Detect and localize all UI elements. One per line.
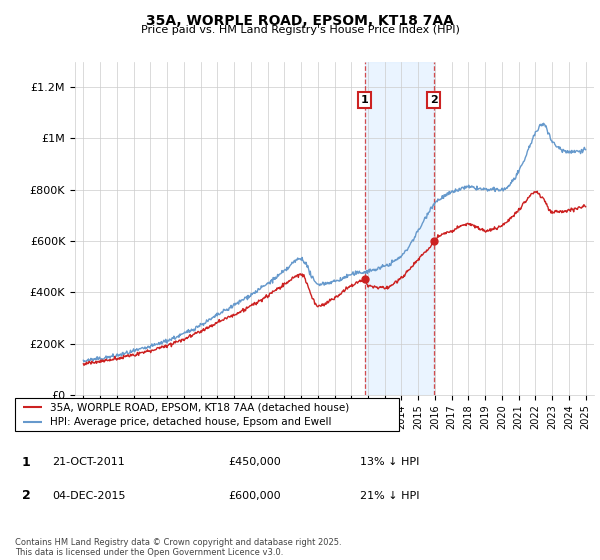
Text: 13% ↓ HPI: 13% ↓ HPI — [360, 457, 419, 467]
Text: £450,000: £450,000 — [228, 457, 281, 467]
Text: £600,000: £600,000 — [228, 491, 281, 501]
Text: 35A, WORPLE ROAD, EPSOM, KT18 7AA: 35A, WORPLE ROAD, EPSOM, KT18 7AA — [146, 14, 454, 28]
Text: 21% ↓ HPI: 21% ↓ HPI — [360, 491, 419, 501]
Text: 1: 1 — [22, 455, 31, 469]
Text: Price paid vs. HM Land Registry's House Price Index (HPI): Price paid vs. HM Land Registry's House … — [140, 25, 460, 35]
Text: HPI: Average price, detached house, Epsom and Ewell: HPI: Average price, detached house, Epso… — [50, 417, 331, 427]
Text: 21-OCT-2011: 21-OCT-2011 — [52, 457, 125, 467]
Text: Contains HM Land Registry data © Crown copyright and database right 2025.
This d: Contains HM Land Registry data © Crown c… — [15, 538, 341, 557]
Text: 2: 2 — [430, 95, 437, 105]
Text: 2: 2 — [22, 489, 31, 502]
Text: 1: 1 — [361, 95, 368, 105]
Text: 04-DEC-2015: 04-DEC-2015 — [52, 491, 126, 501]
Bar — [365, 62, 434, 395]
Text: 35A, WORPLE ROAD, EPSOM, KT18 7AA (detached house): 35A, WORPLE ROAD, EPSOM, KT18 7AA (detac… — [50, 402, 349, 412]
